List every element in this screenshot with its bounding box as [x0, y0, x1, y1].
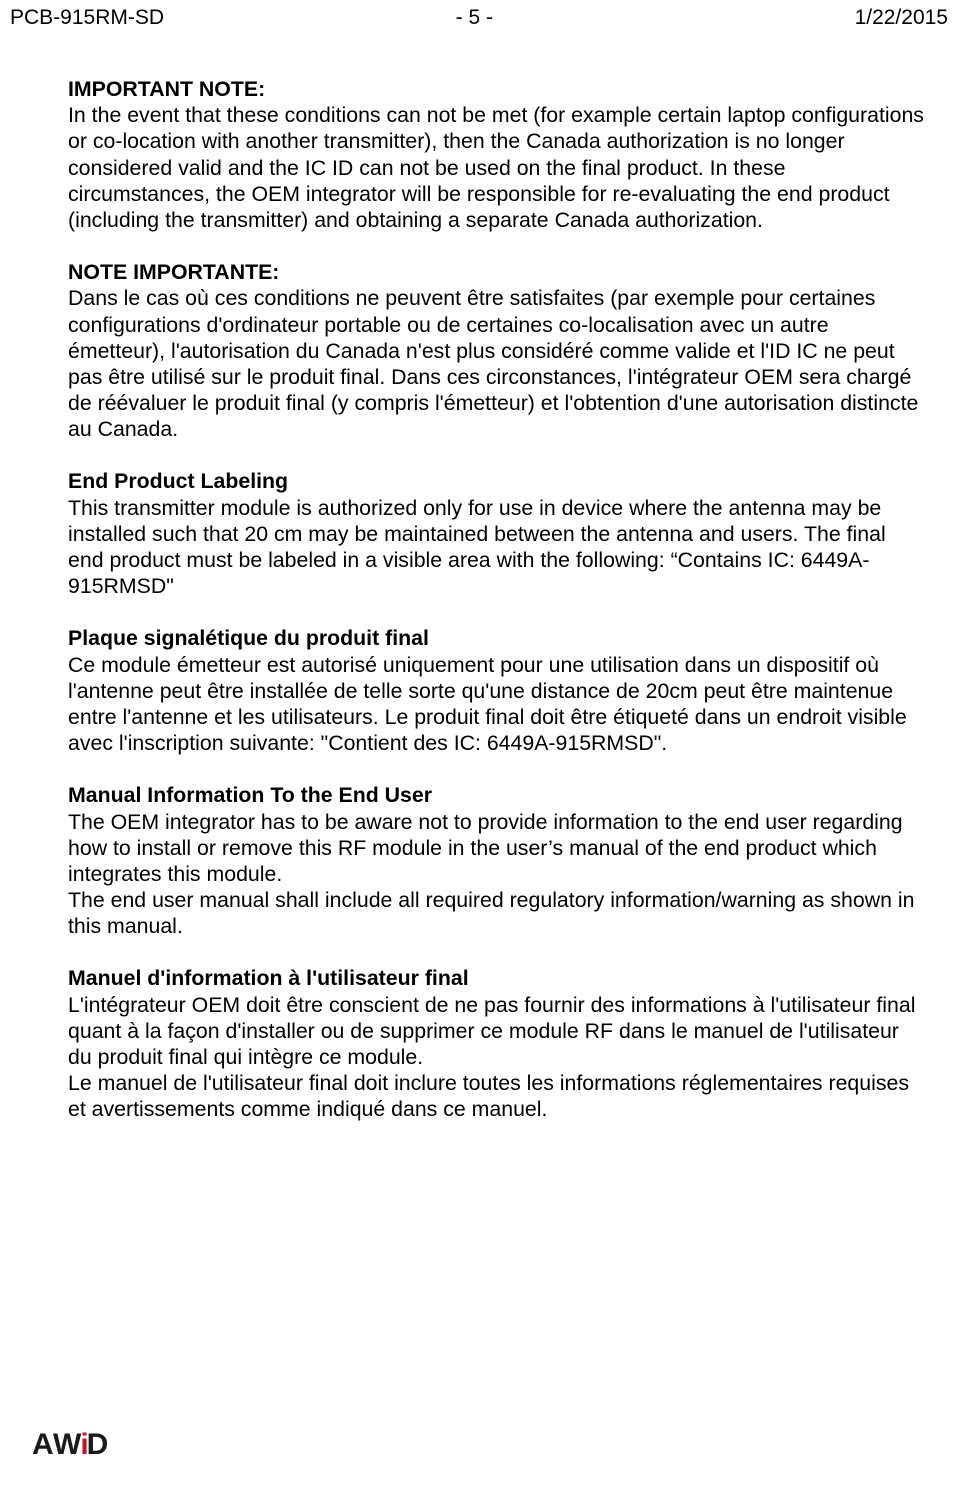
section-title: Plaque signalétique du produit final: [68, 626, 429, 650]
section-body: The OEM integrator has to be aware not t…: [68, 810, 914, 939]
section-body: In the event that these conditions can n…: [68, 103, 924, 232]
section-title: NOTE IMPORTANTE:: [68, 260, 279, 284]
section-title: Manual Information To the End User: [68, 783, 432, 807]
logo-text-dark2: D: [87, 1428, 109, 1462]
section-body: This transmitter module is authorized on…: [68, 496, 886, 599]
section-body: Ce module émetteur est autorisé uniqueme…: [68, 653, 907, 756]
awid-logo: AWiD: [32, 1428, 152, 1472]
page-content: IMPORTANT NOTE: In the event that these …: [68, 76, 924, 1149]
section-important-note: IMPORTANT NOTE: In the event that these …: [68, 76, 924, 233]
section-body: Dans le cas où ces conditions ne peuvent…: [68, 286, 918, 441]
page: PCB-915RM-SD - 5 - 1/22/2015 IMPORTANT N…: [0, 0, 976, 1496]
section-manual-info-end-user: Manual Information To the End User The O…: [68, 782, 924, 939]
section-title: IMPORTANT NOTE:: [68, 77, 265, 101]
section-manuel-utilisateur-final: Manuel d'information à l'utilisateur fin…: [68, 965, 924, 1122]
header-right: 1/22/2015: [855, 6, 948, 30]
section-title: End Product Labeling: [68, 469, 288, 493]
section-note-importante: NOTE IMPORTANTE: Dans le cas où ces cond…: [68, 259, 924, 442]
section-end-product-labeling: End Product Labeling This transmitter mo…: [68, 468, 924, 599]
page-header: PCB-915RM-SD - 5 - 1/22/2015: [0, 6, 976, 30]
section-body: L'intégrateur OEM doit être conscient de…: [68, 993, 915, 1122]
header-center: - 5 -: [94, 6, 855, 30]
logo-text-dark: AW: [32, 1428, 82, 1462]
section-title: Manuel d'information à l'utilisateur fin…: [68, 966, 469, 990]
section-plaque-signaletique: Plaque signalétique du produit final Ce …: [68, 625, 924, 756]
